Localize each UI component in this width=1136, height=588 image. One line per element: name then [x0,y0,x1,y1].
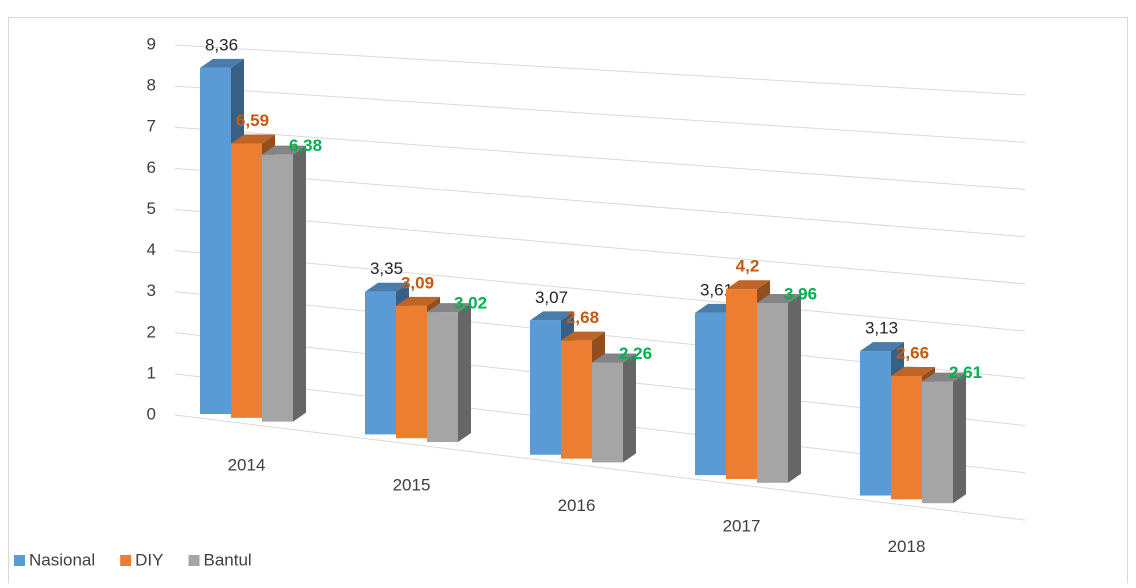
x-tick-label: 2017 [723,516,761,535]
value-label: 3,02 [454,294,487,313]
bar [757,302,788,483]
bar-top [860,342,904,352]
legend-label: DIY [135,550,163,569]
value-label: 3,61 [700,280,733,299]
bar [891,376,922,500]
value-label: 4,2 [736,257,760,276]
y-tick-label: 5 [147,199,156,218]
bar [922,381,953,504]
bar-top [891,367,935,377]
bar-top [757,293,801,303]
x-tick-label: 2015 [393,476,431,495]
bar-side [293,145,306,422]
y-tick-label: 4 [147,240,156,259]
bar-top [922,372,966,382]
grid-line [174,167,1026,238]
value-label: 2,68 [566,308,599,327]
value-label: 3,35 [370,259,403,278]
y-tick-label: 6 [147,158,156,177]
bar-top [592,353,636,363]
bar-side [788,293,801,483]
bar-top [365,282,409,292]
bar-side [458,303,471,443]
bar [860,351,891,496]
legend-swatch [120,555,132,566]
bar [726,289,757,479]
bar-top [726,280,770,290]
bar-top [231,134,275,144]
value-label: 2,61 [949,363,982,382]
legend-swatch [14,555,25,566]
x-tick-label: 2018 [888,537,926,556]
bar [561,340,592,459]
bar [200,67,231,415]
grid-line [174,250,1026,332]
bar [592,362,623,463]
y-tick-label: 1 [147,363,156,382]
grid-line [174,126,1026,190]
grid-line [174,85,1026,143]
value-label: 3,13 [865,319,898,338]
grid-line [174,414,1026,521]
bar-top [262,145,306,155]
bar-top [530,311,574,321]
value-label: 6,38 [289,136,322,155]
y-tick-label: 8 [147,76,156,95]
value-label: 6,59 [236,111,269,130]
bar [396,305,427,439]
value-label: 2,66 [896,344,929,363]
y-tick-label: 3 [147,281,156,300]
value-label: 8,36 [205,35,238,54]
bar [231,143,262,418]
bar-top [561,331,605,341]
y-tick-label: 0 [147,404,156,423]
value-label: 2,26 [619,344,652,363]
bar-side [953,372,966,504]
value-label: 3,96 [784,284,817,303]
grid-line [174,44,1026,96]
value-label: 3,07 [535,288,568,307]
y-tick-label: 7 [147,117,156,136]
bar [530,320,561,455]
bar [262,154,293,422]
y-tick-label: 2 [147,322,156,341]
bar [695,312,726,476]
grid-line [174,208,1026,285]
bar-top [200,58,244,68]
bar-top [396,296,440,306]
legend-label: Bantul [204,550,252,569]
value-label: 3,09 [401,273,434,292]
y-tick-label: 9 [147,34,156,53]
bar [365,291,396,435]
legend-label: Nasional [29,550,95,569]
legend-swatch [188,555,200,566]
bar-top [427,303,471,313]
x-tick-label: 2014 [228,455,266,474]
bar [427,312,458,443]
x-tick-label: 2016 [558,496,596,515]
bar-side [623,353,636,463]
